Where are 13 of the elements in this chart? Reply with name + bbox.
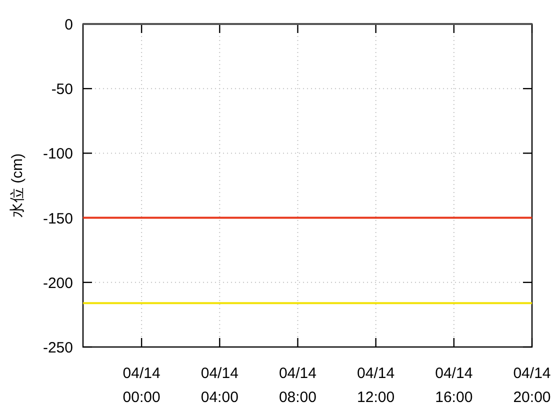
- y-axis-title: 水位 (cm): [9, 153, 26, 218]
- x-tick-label: 04/14 16:00: [435, 365, 473, 406]
- y-tick-label: -50: [51, 81, 73, 98]
- y-tick-label: -150: [42, 210, 73, 228]
- y-tick-label: -200: [42, 274, 73, 292]
- x-tick-label: 04/14 00:00: [122, 365, 160, 406]
- x-tick-label: 04/14 08:00: [278, 365, 317, 406]
- y-tick-label: -100: [42, 146, 73, 163]
- y-tick-label: -250: [42, 340, 73, 356]
- y-tick-label: 0: [64, 16, 73, 34]
- x-tick-label: 04/14 20:00: [513, 365, 551, 406]
- x-tick-label: 04/14 12:00: [357, 365, 395, 406]
- x-tick-label: 04/14 04:00: [200, 365, 238, 406]
